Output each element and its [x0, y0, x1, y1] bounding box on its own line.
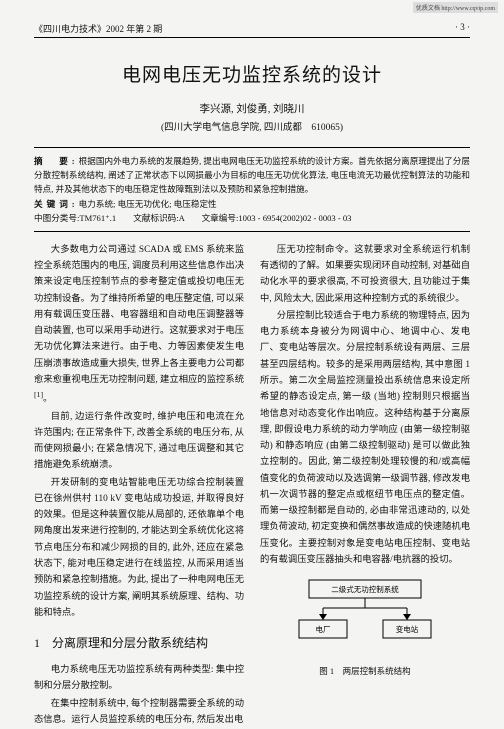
- body-paragraph: 压无功控制命令。这就要求对全系统运行机制有透彻的了解。如果要实现闭环自动控制, …: [260, 242, 470, 307]
- page-header: 《四川电力技术》2002 年第 2 期 · 3 ·: [34, 22, 470, 38]
- body-columns: 大多数电力公司通过 SCADA 或 EMS 系统来监控全系统范围内的电压, 调度…: [34, 242, 470, 729]
- body-paragraph: 大多数电力公司通过 SCADA 或 EMS 系统来监控全系统范围内的电压, 调度…: [34, 242, 244, 408]
- citation-ref: [1]: [34, 390, 43, 399]
- authors: 李兴源, 刘俊勇, 刘晓川: [34, 101, 470, 116]
- abstract-text: 根据国内外电力系统的发展趋势, 提出电网电压无功监控系统的设计方案。首先依据分离…: [34, 156, 470, 194]
- header-page-number: · 3 ·: [455, 22, 470, 35]
- figure-caption: 图 1 两层控制系统结构: [260, 664, 470, 679]
- column-right: 压无功控制命令。这就要求对全系统运行机制有透彻的了解。如果要实现闭环自动控制, …: [260, 242, 470, 729]
- keywords-text: 电力系统; 电压无功优化; 电压稳定性: [79, 199, 217, 209]
- body-paragraph: 在集中控制系统中, 每个控制器需要全系统的动态信息。运行人员监控系统的电压分布,…: [34, 696, 244, 729]
- body-paragraph: 电力系统电压无功监控系统有两种类型: 集中控制和分层分散控制。: [34, 662, 244, 695]
- fig-box-right: 变电站: [396, 624, 419, 634]
- figure-1: 二级式无功控制系统 电厂 变电站 图 1 两层控制系统结构: [260, 576, 470, 679]
- abstract-label: 摘 要:: [34, 156, 79, 166]
- page: 《四川电力技术》2002 年第 2 期 · 3 · 电网电压无功监控系统的设计 …: [0, 0, 504, 729]
- body-paragraph: 目前, 边运行条件改变时, 维护电压和电流在允许范围内; 在正常条件下, 改善全…: [34, 409, 244, 474]
- affiliation: (四川大学电气信息学院, 四川成都 610065): [34, 119, 470, 133]
- article-title: 电网电压无功监控系统的设计: [34, 60, 470, 87]
- fig-box-top: 二级式无功控制系统: [331, 584, 399, 594]
- abstract-block: 摘 要:根据国内外电力系统的发展趋势, 提出电网电压无功监控系统的设计方案。首先…: [34, 147, 470, 232]
- column-left: 大多数电力公司通过 SCADA 或 EMS 系统来监控全系统范围内的电压, 调度…: [34, 242, 244, 729]
- classification-line: 中图分类号:TM761⁺.1 文献标识码:A 文章编号:1003 - 6954(…: [34, 211, 470, 225]
- section-heading: 1 分离原理和分层分散系统结构: [34, 633, 244, 654]
- figure-diagram: 二级式无功控制系统 电厂 变电站: [285, 576, 445, 660]
- header-journal: 《四川电力技术》2002 年第 2 期: [34, 22, 162, 35]
- keywords-label: 关键词:: [34, 199, 79, 209]
- fig-box-left: 电厂: [316, 624, 331, 634]
- body-paragraph: 分层控制比较适合于电力系统的物理特点, 因为电力系统本身被分为网调中心、地调中心…: [260, 308, 470, 568]
- watermark: 优质文档 http://www.cqvip.com: [413, 2, 498, 13]
- body-paragraph: 开发研制的变电站智能电压无功综合控制装置已在徐州供村 110 kV 变电站成功投…: [34, 475, 244, 621]
